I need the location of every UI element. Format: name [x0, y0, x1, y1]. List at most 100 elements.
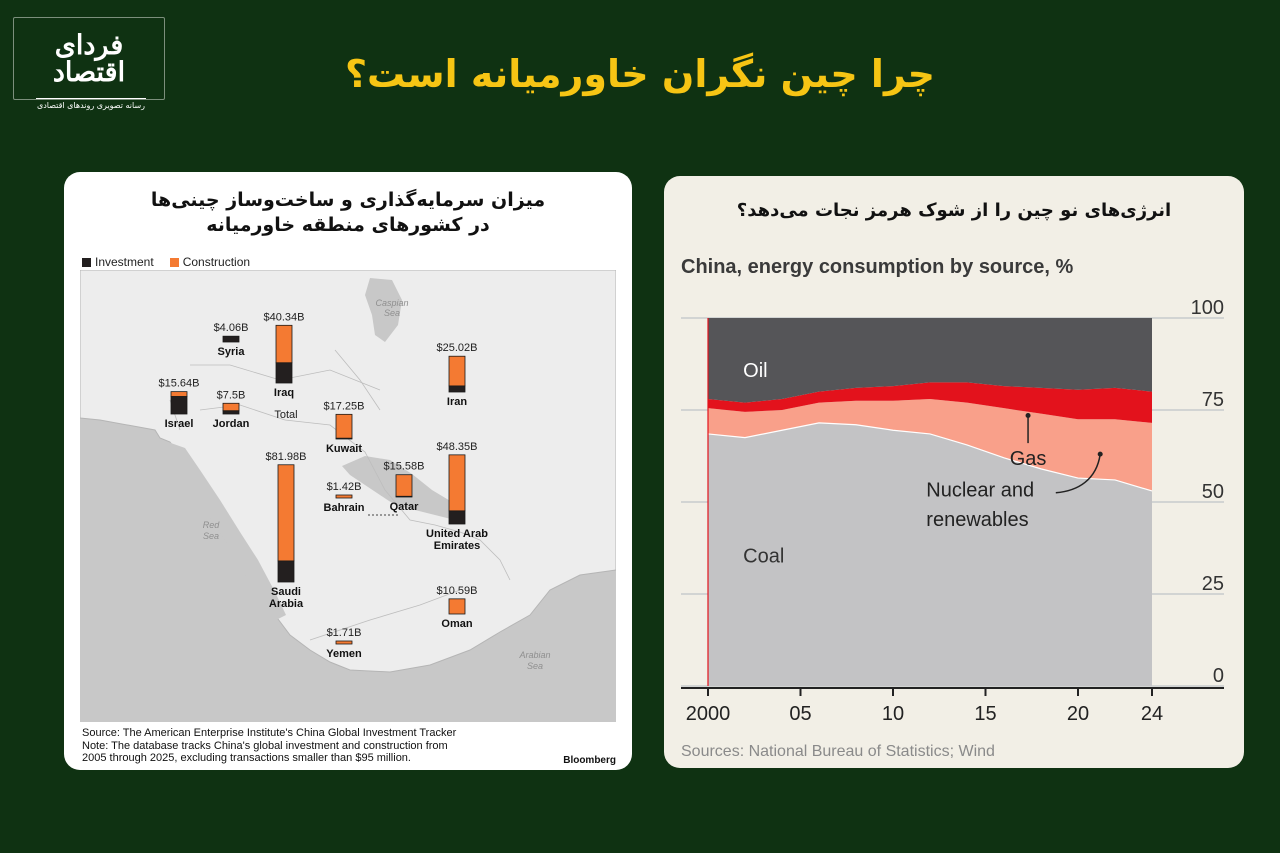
chart-source: Sources: National Bureau of Statistics; …: [681, 743, 995, 760]
legend-construction: Construction: [169, 255, 250, 269]
bar-construction-oman: [448, 598, 466, 615]
legend-investment: Investment: [82, 255, 154, 269]
value-label-oman: $10.59B: [437, 585, 478, 597]
map-legend: Investment Construction: [82, 255, 250, 269]
investment-map-card: میزان سرمایه‌گذاری و ساخت‌وساز چینی‌ها د…: [64, 172, 632, 770]
gas-pointer-dot: [1025, 413, 1031, 419]
energy-chart-card-title: انرژی‌های نو چین را از شوک هرمز نجات می‌…: [736, 200, 1172, 221]
bar-group-yemen: $1.71B Yemen: [326, 627, 362, 660]
annotation-nuclear-line2: renewables: [926, 509, 1028, 531]
x-tick-label-2005: 05: [789, 703, 811, 725]
annotation-oil: Oil: [743, 360, 767, 382]
value-label-syria: $4.06B: [214, 322, 249, 334]
y-tick-label-0: 0: [1213, 665, 1224, 687]
bar-group-oman: $10.59B Oman: [437, 585, 478, 630]
area-coal: [708, 422, 1152, 686]
value-label-kuwait: $17.25B: [324, 400, 365, 412]
map-svg: Caspian Sea Red Sea Arabian Sea Total $4…: [79, 269, 617, 673]
bar-investment-united-arab-emirates: [448, 510, 466, 525]
bar-investment-israel: [170, 396, 188, 415]
coal-boundary-line: [707, 422, 1153, 492]
value-label-iraq: $40.34B: [264, 311, 305, 323]
caspian-sea-label-2: Sea: [384, 308, 400, 318]
caspian-sea: [365, 278, 402, 342]
red-sea-label: Red: [203, 520, 221, 530]
arabian-sea-label: Arabian: [518, 650, 550, 660]
bar-construction-bahrain: [335, 494, 353, 499]
legend-swatch-investment: [82, 258, 91, 267]
bar-construction-saudi-arabia: [277, 464, 295, 562]
bar-investment-iran: [448, 385, 466, 393]
country-label-syria: Syria: [218, 346, 246, 358]
caspian-sea-label: Caspian: [375, 298, 408, 308]
bar-investment-jordan: [222, 410, 240, 415]
bar-construction-yemen: [335, 640, 353, 645]
y-tick-label-100: 100: [1191, 297, 1224, 319]
country-label-israel: Israel: [165, 418, 194, 430]
bar-group-iraq: $40.34B Iraq: [264, 311, 305, 399]
x-tick-label-2010: 10: [882, 703, 904, 725]
map-source-note: Source: The American Enterprise Institut…: [82, 727, 512, 765]
country-label-qatar: Qatar: [390, 501, 419, 513]
bar-construction-united-arab-emirates: [448, 454, 466, 512]
bar-group-israel: $15.64B Israel: [159, 378, 200, 430]
chart-title: China, energy consumption by source, %: [681, 256, 1074, 278]
bar-investment-iraq: [275, 362, 293, 384]
legend-swatch-construction: [169, 258, 179, 267]
saudi-total-caption: Total: [274, 409, 297, 421]
country-label-iran: Iran: [447, 396, 467, 408]
page-headline: چرا چین نگران خاورمیانه است؟: [345, 52, 935, 96]
bar-construction-israel: [170, 391, 188, 397]
investment-map-title-line2: در کشورهای منطقه خاورمیانه: [206, 214, 490, 236]
red-sea: [168, 442, 286, 620]
area-gas: [708, 382, 1152, 423]
red-sea-label-2: Sea: [203, 531, 219, 541]
bar-investment-kuwait: [335, 437, 353, 440]
bar-investment-saudi-arabia: [277, 560, 295, 583]
investment-map-title-line1: میزان سرمایه‌گذاری و ساخت‌وساز چینی‌ها: [150, 189, 546, 211]
bar-construction-jordan: [222, 402, 240, 412]
x-tick-label-2024: 24: [1141, 703, 1163, 725]
country-label-iraq: Iraq: [274, 387, 294, 399]
area-nuclear-and-renewables: [708, 398, 1152, 491]
map-source-line-3: 2005 through 2025, excluding transaction…: [82, 752, 411, 764]
y-tick-label-75: 75: [1202, 389, 1224, 411]
bar-construction-kuwait: [335, 413, 353, 439]
bar-group-qatar: $15.58B Qatar: [384, 461, 425, 513]
value-label-saudi-arabia: $81.98B: [266, 451, 307, 463]
country-label-united-arab-emirates-2: Emirates: [434, 540, 480, 552]
value-label-united-arab-emirates: $48.35B: [437, 441, 478, 453]
bar-group-iran: $25.02B Iran: [437, 342, 478, 408]
bar-group-kuwait: $17.25B Kuwait: [324, 400, 365, 455]
investment-map-title: میزان سرمایه‌گذاری و ساخت‌وساز چینی‌ها د…: [84, 188, 612, 238]
area-oil: [708, 318, 1152, 403]
x-tick-label-2020: 20: [1067, 703, 1089, 725]
map-source-line-1: Source: The American Enterprise Institut…: [82, 727, 457, 739]
country-label-saudi-arabia-2: Arabia: [269, 598, 304, 610]
y-tick-label-25: 25: [1202, 573, 1224, 595]
middle-east-map: Caspian Sea Red Sea Arabian Sea Total $4…: [79, 269, 617, 722]
sea-labels: Caspian Sea Red Sea Arabian Sea: [203, 298, 551, 671]
country-label-saudi-arabia: Saudi: [271, 586, 301, 598]
map-source-line-2: Note: The database tracks China's global…: [82, 739, 448, 752]
country-label-jordan: Jordan: [213, 418, 250, 430]
value-label-iran: $25.02B: [437, 342, 478, 354]
country-label-united-arab-emirates: United Arab: [426, 528, 488, 540]
x-tick-label-2015: 15: [974, 703, 996, 725]
value-label-qatar: $15.58B: [384, 461, 425, 473]
value-label-israel: $15.64B: [159, 378, 200, 390]
arabian-sea-label-2: Sea: [527, 661, 543, 671]
country-label-oman: Oman: [441, 618, 472, 630]
logo-wordmark: فردای اقتصاد: [52, 30, 126, 88]
annotation-nuclear-line1: Nuclear and: [926, 479, 1034, 501]
logo: فردای اقتصاد رسانه تصویری روندهای اقتصاد…: [13, 17, 165, 110]
bar-construction-qatar: [395, 474, 413, 497]
value-label-jordan: $7.5B: [217, 389, 246, 401]
nuclear-pointer-line: [1055, 454, 1101, 494]
annotation-coal: Coal: [743, 546, 784, 568]
investment-bars: $40.34B Iraq $4.06B Syria $15.64B Israel $7.5B…: [159, 311, 489, 660]
nuclear-pointer-dot: [1097, 451, 1103, 457]
area-plot: 0 25 50 75 100 2000 05 10 15 20 24 Oil Gas Nuclear an…: [681, 297, 1224, 725]
